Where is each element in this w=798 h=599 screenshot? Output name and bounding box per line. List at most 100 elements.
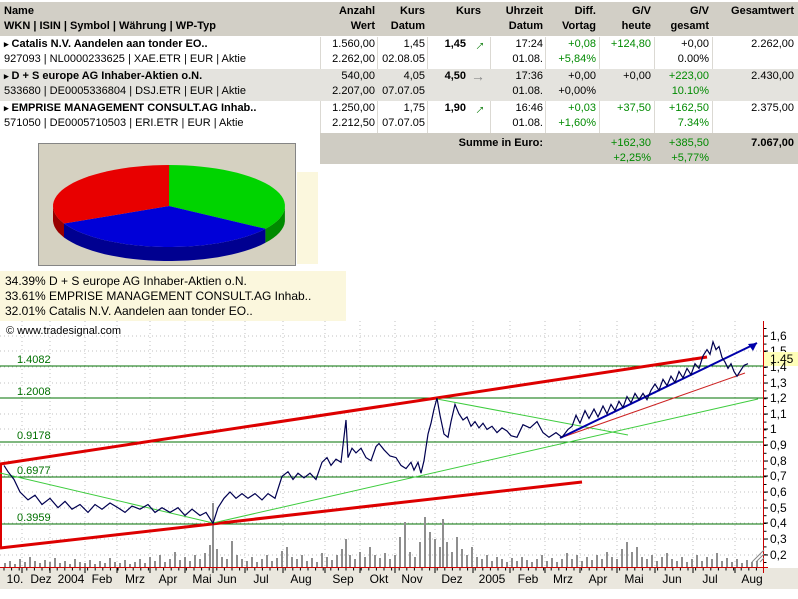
x-axis-label: Dez bbox=[441, 572, 462, 586]
gesamtwert: 2.375,00 bbox=[751, 102, 794, 114]
copyright-label: © www.tradesignal.com bbox=[6, 325, 121, 337]
volume-bar bbox=[44, 560, 46, 567]
volume-bar bbox=[686, 562, 688, 567]
price-line bbox=[3, 339, 749, 525]
trend-line bbox=[436, 398, 629, 436]
y-axis-label: 0,4 bbox=[770, 516, 787, 530]
x-axis-label: Mai bbox=[624, 572, 643, 586]
header-uhrzeit-datum[interactable]: Uhrzeit Datum bbox=[505, 5, 543, 32]
volume-bar bbox=[586, 557, 588, 567]
volume-bar bbox=[646, 559, 648, 567]
position-name[interactable]: ▸ Catalis N.V. Aandelen aan tonder EO.. 9… bbox=[4, 38, 246, 65]
volume-bar bbox=[29, 557, 31, 567]
x-axis-label: Sep bbox=[332, 572, 354, 586]
volume-bar bbox=[701, 561, 703, 567]
pie-chart-svg bbox=[53, 165, 285, 261]
y-axis-label: 0,8 bbox=[770, 454, 787, 468]
volume-bar bbox=[404, 522, 406, 567]
gesamtwert: 2.262,00 bbox=[751, 38, 794, 50]
volume-bar bbox=[39, 563, 41, 567]
volume-bar bbox=[531, 562, 533, 567]
y-axis-label: 1 bbox=[770, 422, 777, 436]
volume-bar bbox=[316, 562, 318, 567]
table-row[interactable]: ▸ Catalis N.V. Aandelen aan tonder EO.. 9… bbox=[0, 33, 798, 69]
volume-bar bbox=[656, 561, 658, 567]
sum-gv-gesamt: +385,50 +5,77% bbox=[668, 137, 709, 164]
volume-bar bbox=[616, 559, 618, 567]
volume-bar bbox=[74, 559, 76, 567]
table-row[interactable]: ▸ EMPRISE MANAGEMENT CONSULT.AG Inhab.. 5… bbox=[0, 97, 798, 133]
volume-bar bbox=[246, 561, 248, 567]
sum-gv-heute: +162,30 +2,25% bbox=[610, 137, 651, 164]
table-row[interactable]: ▸ D + S europe AG Inhaber-Aktien o.N. 533… bbox=[0, 69, 798, 101]
volume-bar bbox=[471, 547, 473, 567]
x-axis-label: Jun bbox=[217, 572, 236, 586]
volume-bar bbox=[389, 559, 391, 567]
volume-bar bbox=[741, 563, 743, 567]
uhrzeit-datum: 17:36 01.08. bbox=[512, 70, 543, 97]
volume-bar bbox=[49, 562, 51, 567]
volume-bar bbox=[189, 561, 191, 567]
expand-icon[interactable]: ▸ bbox=[4, 39, 9, 49]
volume-bar bbox=[501, 559, 503, 567]
volume-bar bbox=[124, 560, 126, 567]
volume-bar bbox=[159, 555, 161, 567]
header-kurs-datum[interactable]: Kurs Datum bbox=[390, 5, 425, 32]
volume-bar bbox=[706, 557, 708, 567]
table-header: Name WKN | ISIN | Symbol | Währung | WP-… bbox=[0, 2, 798, 37]
volume-bar bbox=[691, 559, 693, 567]
header-gesamtwert[interactable]: Gesamtwert bbox=[731, 5, 794, 17]
last-price-highlight bbox=[764, 352, 798, 366]
expand-icon[interactable]: ▸ bbox=[4, 71, 9, 81]
header-gv-gesamt[interactable]: G/V gesamt bbox=[670, 5, 709, 32]
volume-bar bbox=[326, 557, 328, 567]
volume-bar bbox=[306, 561, 308, 567]
trend-up-icon: → bbox=[467, 33, 489, 55]
kauf-kurs-datum: 1,75 07.07.05 bbox=[382, 102, 425, 129]
kauf-kurs-datum: 4,05 07.07.05 bbox=[382, 70, 425, 97]
volume-bar bbox=[661, 557, 663, 567]
volume-bar bbox=[541, 555, 543, 567]
volume-bar bbox=[461, 549, 463, 567]
volume-bar bbox=[516, 561, 518, 567]
header-diff-vortag[interactable]: Diff. Vortag bbox=[561, 5, 596, 32]
trend-line bbox=[0, 355, 708, 466]
header-kurs[interactable]: Kurs bbox=[455, 5, 481, 17]
gv-gesamt: +223,00 10.10% bbox=[668, 70, 709, 97]
volume-bar bbox=[621, 549, 623, 567]
kurs: 1,45 bbox=[444, 38, 466, 50]
uhrzeit-datum: 16:46 01.08. bbox=[512, 102, 543, 129]
volume-bar bbox=[681, 557, 683, 567]
trend-line bbox=[212, 398, 759, 524]
positions-table: Name WKN | ISIN | Symbol | Währung | WP-… bbox=[0, 0, 798, 165]
volume-bar bbox=[104, 563, 106, 567]
x-axis-label: Mrz bbox=[553, 572, 573, 586]
chart-resize-handle[interactable] bbox=[751, 549, 765, 563]
volume-bar bbox=[69, 564, 71, 567]
volume-bar bbox=[119, 563, 121, 567]
volume-bar bbox=[736, 559, 738, 567]
x-axis-label: Nov bbox=[401, 572, 422, 586]
volume-bar bbox=[369, 547, 371, 567]
volume-bar bbox=[64, 561, 66, 567]
y-axis-label: 1.45 bbox=[770, 352, 794, 366]
header-gv-heute[interactable]: G/V heute bbox=[621, 5, 651, 32]
position-name[interactable]: ▸ EMPRISE MANAGEMENT CONSULT.AG Inhab.. 5… bbox=[4, 102, 257, 129]
volume-bar bbox=[511, 558, 513, 567]
sum-gesamtwert: 7.067,00 bbox=[751, 137, 794, 149]
pie-slice bbox=[169, 165, 285, 229]
x-axis-label: Feb bbox=[518, 572, 539, 586]
trendline-arrowhead bbox=[748, 343, 757, 351]
x-axis-label: 2005 bbox=[479, 572, 506, 586]
position-name[interactable]: ▸ D + S europe AG Inhaber-Aktien o.N. 533… bbox=[4, 70, 246, 97]
header-name[interactable]: Name WKN | ISIN | Symbol | Währung | WP-… bbox=[4, 5, 216, 32]
header-anzahl-wert[interactable]: Anzahl Wert bbox=[338, 5, 375, 32]
expand-icon[interactable]: ▸ bbox=[4, 103, 9, 113]
volume-bar bbox=[551, 558, 553, 567]
volume-bar bbox=[231, 541, 233, 567]
volume-bar bbox=[212, 503, 214, 567]
volume-bar bbox=[671, 559, 673, 567]
volume-bar bbox=[216, 549, 218, 567]
volume-bar bbox=[256, 562, 258, 567]
gesamtwert: 2.430,00 bbox=[751, 70, 794, 82]
